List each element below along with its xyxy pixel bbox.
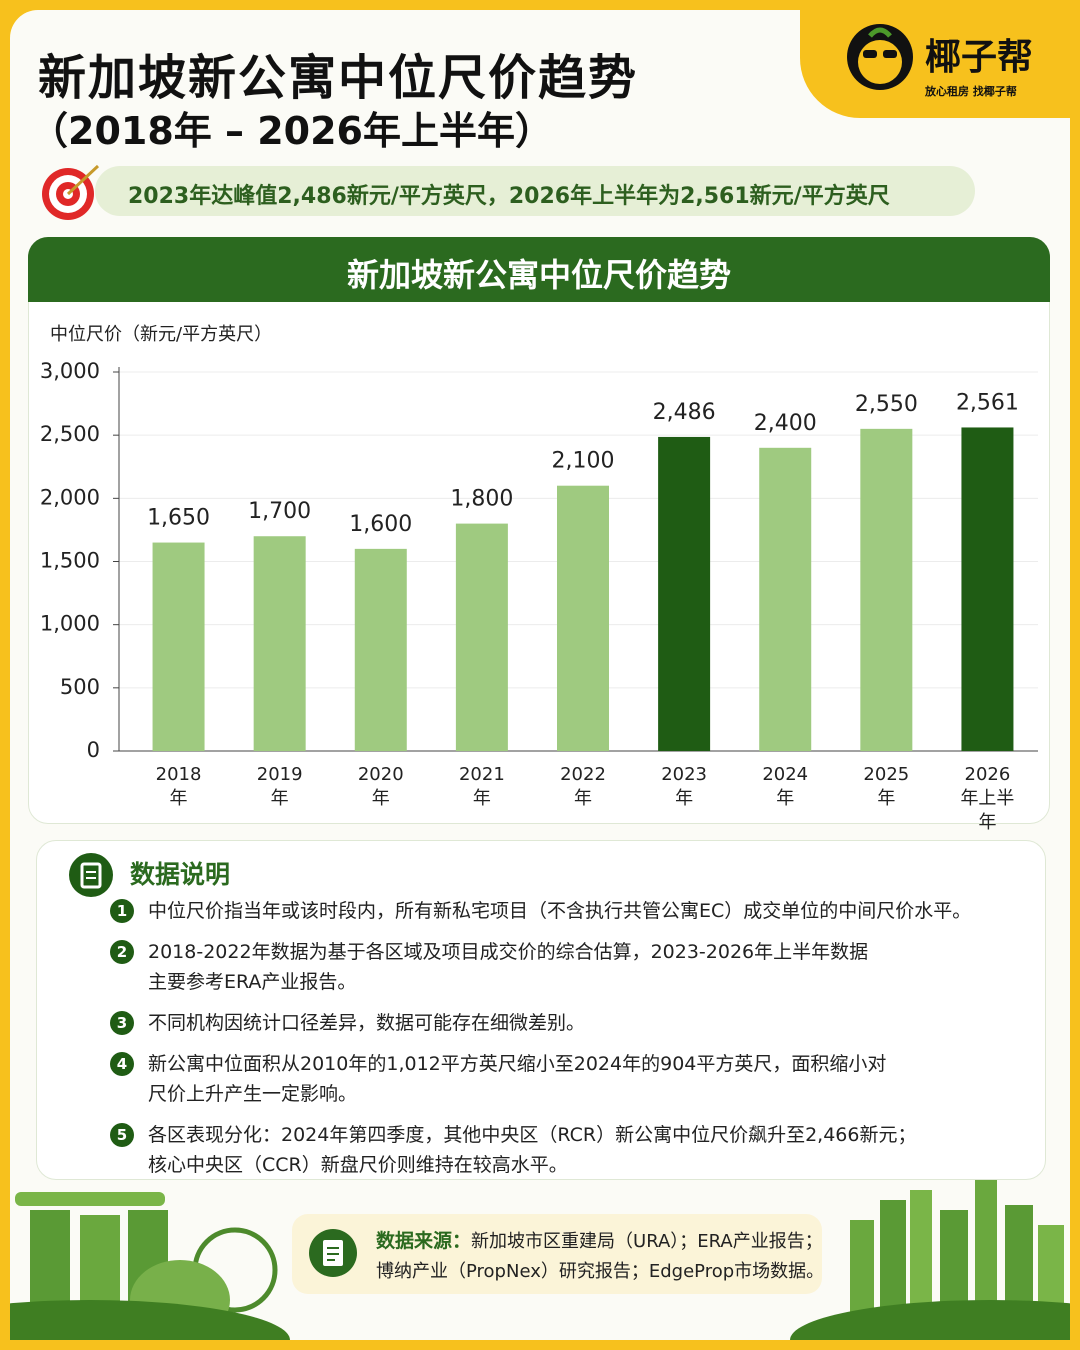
logo-background [800, 0, 1080, 118]
note-number: 4 [110, 1052, 134, 1076]
logo-name: 椰子帮 [925, 37, 1034, 78]
x-tick-label: 2021年 [458, 764, 505, 809]
source-text: 数据来源：新加坡市区重建局（URA）；ERA产业报告； 博纳产业（PropNex）… [376, 1226, 824, 1287]
source-icon [309, 1229, 357, 1277]
note-line: 尺价上升产生一定影响。 [148, 1083, 358, 1105]
source-label: 数据来源： [376, 1230, 472, 1252]
notes-box [36, 840, 1046, 1180]
bar [253, 536, 306, 751]
note-line: 主要参考ERA产业报告。 [148, 971, 357, 993]
page-subtitle: （2018年 – 2026年上半年） [30, 109, 553, 153]
x-tick-label: 2018年 [155, 764, 202, 809]
source-line: 新加坡市区重建局（URA）；ERA产业报告； [471, 1231, 823, 1252]
x-tick-label: 2020年 [357, 764, 404, 809]
chart-title: 新加坡新公寓中位尺价趋势 [346, 256, 731, 294]
value-label: 2,400 [754, 411, 817, 436]
value-label: 1,700 [248, 499, 311, 524]
note-text: 中位尺价指当年或该时段内，所有新私宅项目（不含执行共管公寓EC）成交单位的中间尺… [148, 896, 971, 926]
target-icon [42, 164, 100, 220]
bar [860, 428, 913, 751]
note-item: 1 中位尺价指当年或该时段内，所有新私宅项目（不含执行共管公寓EC）成交单位的中间… [110, 896, 971, 926]
note-text: 新公寓中位面积从2010年的1,012平方英尺缩小至2024年的904平方英尺，… [148, 1049, 886, 1109]
y-tick-label: 2,500 [40, 422, 100, 446]
highlight-text: 2023年达峰值2,486新元/平方英尺，2026年上半年为2,561新元/平方… [128, 184, 890, 209]
bar [961, 427, 1014, 751]
note-line: 中位尺价指当年或该时段内，所有新私宅项目（不含执行共管公寓EC）成交单位的中间尺… [148, 900, 972, 922]
chart-header [28, 237, 1050, 302]
bar [152, 542, 205, 751]
notes-icon [69, 853, 113, 897]
page-title: 新加坡新公寓中位尺价趋势 [38, 50, 639, 106]
notes-title: 数据说明 [130, 860, 231, 889]
note-line: 不同机构因统计口径差异，数据可能存在细微差别。 [148, 1012, 586, 1034]
value-label: 1,600 [349, 512, 412, 537]
bar [455, 523, 508, 751]
value-label: 1,800 [450, 487, 513, 512]
note-item: 2 2018-2022年数据为基于各区域及项目成交价的综合估算，2023-2026… [110, 937, 971, 997]
logo-slogan: 放心租房 找椰子帮 [925, 85, 1017, 98]
note-number: 3 [110, 1011, 134, 1035]
note-text: 各区表现分化：2024年第四季度，其他中央区（RCR）新公寓中位尺价飙升至2,4… [148, 1120, 916, 1180]
note-text: 不同机构因统计口径差异，数据可能存在细微差别。 [148, 1008, 585, 1038]
source-line: 博纳产业（PropNex）研究报告；EdgeProp市场数据。 [376, 1261, 825, 1282]
x-tick-label: 2026年上半年 [960, 764, 1015, 833]
bar [557, 485, 609, 751]
y-tick-label: 500 [60, 675, 100, 699]
value-label: 2,561 [956, 390, 1019, 415]
skyline-decoration [10, 1180, 1070, 1340]
note-line: 核心中央区（CCR）新盘尺价则维持在较高水平。 [148, 1154, 568, 1176]
y-tick-label: 3,000 [40, 359, 100, 383]
note-line: 2018-2022年数据为基于各区域及项目成交价的综合估算，2023-2026年… [148, 941, 869, 963]
bar [354, 548, 407, 751]
bar [759, 447, 812, 751]
x-tick-label: 2022年 [560, 764, 606, 809]
x-tick-label: 2019年 [256, 764, 303, 809]
note-line: 各区表现分化：2024年第四季度，其他中央区（RCR）新公寓中位尺价飙升至2,4… [148, 1124, 917, 1146]
note-item: 5 各区表现分化：2024年第四季度，其他中央区（RCR）新公寓中位尺价飙升至2,… [110, 1120, 971, 1180]
bar [658, 436, 711, 751]
note-item: 4 新公寓中位面积从2010年的1,012平方英尺缩小至2024年的904平方英尺… [110, 1049, 971, 1109]
note-number: 2 [110, 940, 134, 964]
chart: 0 500 1,000 1,500 2,000 2,500 3,000 1,650 1,700 1… [40, 359, 1038, 762]
highlight-pill [95, 166, 975, 216]
value-label: 1,650 [147, 506, 210, 531]
x-tick-label: 2023年 [661, 764, 708, 809]
note-number: 5 [110, 1123, 134, 1147]
value-label: 2,486 [653, 400, 716, 425]
y-tick-label: 2,000 [40, 485, 100, 509]
notes-list: 1 中位尺价指当年或该时段内，所有新私宅项目（不含执行共管公寓EC）成交单位的中间… [110, 896, 971, 1180]
y-tick-label: 1,000 [40, 612, 100, 636]
x-tick-label: 2025年 [863, 764, 910, 809]
note-item: 3 不同机构因统计口径差异，数据可能存在细微差别。 [110, 1008, 971, 1038]
source-box [292, 1214, 822, 1294]
value-label: 2,100 [552, 449, 615, 474]
x-tick-label: 2024年 [762, 764, 809, 809]
note-number: 1 [110, 899, 134, 923]
note-line: 新公寓中位面积从2010年的1,012平方英尺缩小至2024年的904平方英尺，… [148, 1053, 887, 1075]
y-tick-label: 1,500 [40, 549, 100, 573]
value-label: 2,550 [855, 392, 918, 417]
logo-icon [847, 24, 913, 90]
y-tick-label: 0 [87, 738, 100, 762]
y-axis-label: 中位尺价（新元/平方英尺） [50, 324, 273, 345]
note-text: 2018-2022年数据为基于各区域及项目成交价的综合估算，2023-2026年… [148, 937, 868, 997]
